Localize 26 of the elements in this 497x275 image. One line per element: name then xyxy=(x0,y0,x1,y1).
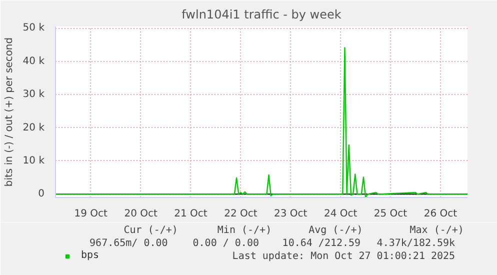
text: 0.00 / 0.00 xyxy=(192,238,259,249)
x-tick-label: 25 Oct xyxy=(374,208,408,220)
x-tick-label: 24 Oct xyxy=(324,208,358,220)
text: 967.65m/ 0.00 xyxy=(90,238,168,249)
x-tick-label: 20 Oct xyxy=(124,208,158,220)
y-tick-label: 30 k xyxy=(22,89,45,100)
y-tick-label: 10 k xyxy=(22,155,45,166)
y-axis-title: bits in (-) / out (+) per second xyxy=(4,37,15,187)
y-tick-label: 0 xyxy=(38,188,45,200)
text: Last update: Mon Oct 27 01:00:21 2025 xyxy=(232,251,456,262)
y-tick-label: 50 k xyxy=(22,22,45,34)
x-tick-label: 23 Oct xyxy=(274,208,308,220)
x-tick-label: 26 Oct xyxy=(424,208,458,220)
text: 10.64 /212.59 xyxy=(282,238,361,249)
text: Cur (-/+) xyxy=(124,225,178,236)
text: 4.37k/182.59k xyxy=(376,238,456,249)
text: Min (-/+) xyxy=(217,225,272,236)
legend-label: bps xyxy=(81,250,100,261)
y-tick-label: 40 k xyxy=(22,56,45,67)
chart-title: fwln104i1 traffic - by week xyxy=(182,8,342,22)
y-tick-label: 20 k xyxy=(22,122,45,134)
text: Max (-/+) xyxy=(410,225,464,236)
x-tick-label: 21 Oct xyxy=(174,208,208,220)
text: Avg (-/+) xyxy=(308,225,363,236)
x-tick-label: 19 Oct xyxy=(74,208,108,220)
x-tick-label: 22 Oct xyxy=(224,208,258,220)
